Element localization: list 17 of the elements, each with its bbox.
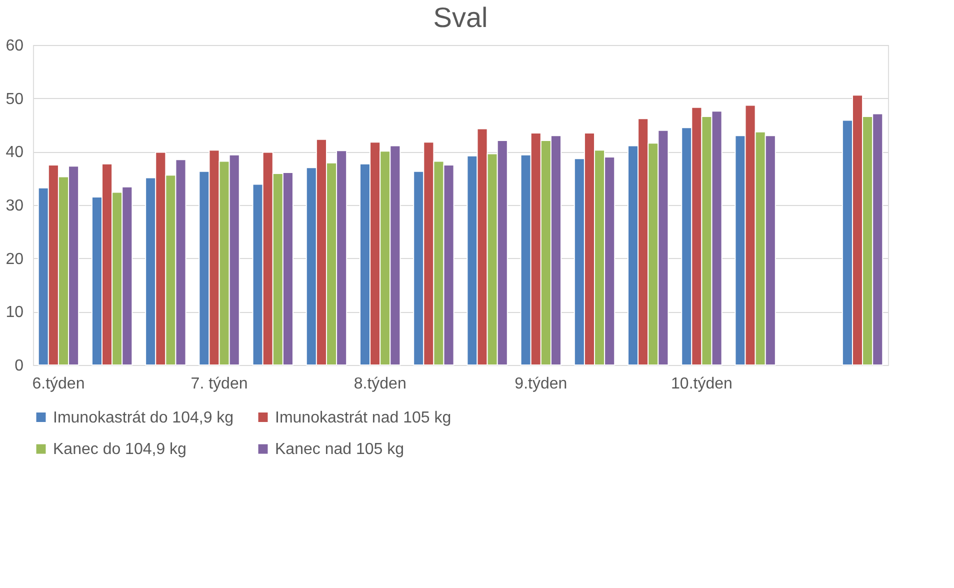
y-tick-label: 40 bbox=[6, 144, 24, 162]
x-tick-label: 8.týden bbox=[354, 376, 406, 392]
legend-label: Kanec do 104,9 kg bbox=[53, 441, 186, 458]
x-tick-label: 10.týden bbox=[671, 376, 732, 392]
legend-label: Kanec nad 105 kg bbox=[275, 441, 404, 458]
chart-title: Sval bbox=[433, 2, 488, 33]
y-tick-label: 20 bbox=[6, 250, 24, 268]
legend-label: Imunokastrát nad 105 kg bbox=[275, 409, 452, 426]
y-tick-label: 0 bbox=[14, 358, 24, 374]
y-tick-label: 30 bbox=[6, 198, 24, 214]
legend-label: Imunokastrát do 104,9 kg bbox=[53, 409, 234, 426]
y-tick-label: 50 bbox=[6, 90, 24, 108]
y-tick-label: 60 bbox=[6, 38, 24, 54]
y-tick-label: 10 bbox=[6, 304, 24, 322]
x-tick-label: 6.týden bbox=[32, 376, 85, 392]
x-tick-label: 9.týden bbox=[514, 376, 568, 392]
x-tick-label: 7. týden bbox=[190, 376, 248, 392]
